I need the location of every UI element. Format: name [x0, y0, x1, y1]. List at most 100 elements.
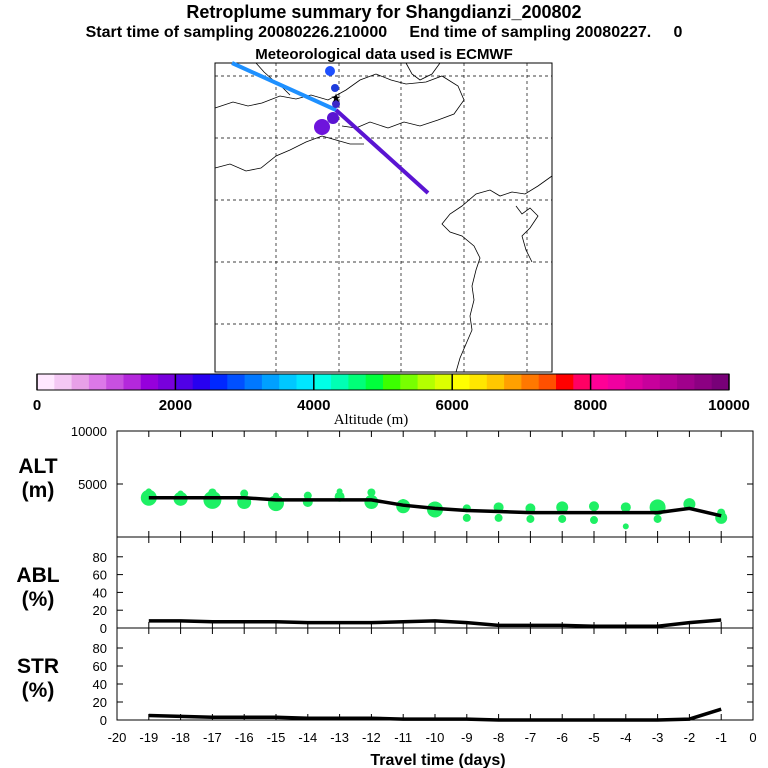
- colorbar-tick-label: 2000: [159, 397, 192, 414]
- time-series-panels: 100005000ALT(m)806040200ABL(%)806040200S…: [16, 424, 756, 768]
- colorbar-swatch: [677, 374, 695, 390]
- y-tick-label: 10000: [71, 424, 107, 439]
- colorbar-swatch: [711, 374, 730, 390]
- map-plume-dot: [332, 100, 340, 108]
- panel-label: ABL: [16, 564, 59, 587]
- y-tick-label: 20: [93, 695, 107, 710]
- colorbar-swatch: [313, 374, 332, 390]
- altitude-point: [336, 488, 343, 495]
- altitude-colorbar: 0 2000 4000 6000 8000 10000: [33, 373, 750, 414]
- colorbar-swatch: [54, 374, 73, 390]
- x-tick-label: 0: [749, 730, 756, 745]
- y-tick-label: 80: [93, 641, 107, 656]
- trajectories: ★: [231, 61, 430, 195]
- altitude-point: [203, 490, 222, 509]
- colorbar-swatch: [625, 374, 643, 390]
- met-data-label: Meteorological data used is ECMWF: [255, 46, 513, 63]
- x-tick-label: -17: [203, 730, 222, 745]
- altitude-point: [558, 514, 567, 523]
- x-tick-label: -4: [620, 730, 632, 745]
- colorbar-swatch: [106, 374, 124, 390]
- series-line-str: [148, 707, 722, 722]
- end-time: End time of sampling 20080227. 0: [409, 24, 683, 41]
- colorbar-swatch: [348, 374, 367, 390]
- colorbar-swatch: [504, 374, 522, 390]
- x-tick-label: -18: [171, 730, 190, 745]
- panel-unit: (%): [22, 679, 55, 702]
- map-gridlines: [215, 63, 552, 372]
- y-tick-label: 60: [93, 659, 107, 674]
- x-tick-label: -6: [556, 730, 568, 745]
- colorbar-swatch: [642, 374, 661, 390]
- colorbar-swatch: [244, 374, 263, 390]
- y-tick-label: 0: [100, 713, 107, 728]
- colorbar-swatch: [158, 374, 176, 390]
- colorbar-swatch: [469, 374, 488, 390]
- trajectory-southeast-branch: [334, 108, 430, 195]
- y-tick-label: 80: [93, 550, 107, 565]
- altitude-point: [240, 489, 249, 498]
- colorbar-swatch: [521, 374, 540, 390]
- colorbar-swatch: [417, 374, 436, 390]
- x-tick-label: -15: [267, 730, 286, 745]
- altitude-point: [556, 501, 569, 514]
- series-line-alt: [148, 496, 722, 518]
- colorbar-tick-label: 8000: [574, 397, 607, 414]
- sampling-times: Start time of sampling 20080226.210000 E…: [0, 24, 768, 42]
- trajectory-northwest-branch: [231, 61, 337, 112]
- y-tick-label: 20: [93, 603, 107, 618]
- altitude-point: [367, 488, 376, 497]
- map-plume-dot: [325, 66, 335, 76]
- x-tick-label: -14: [298, 730, 317, 745]
- altitude-point: [620, 502, 631, 513]
- receptor-marker: ★: [331, 91, 342, 105]
- panel-label: ALT: [18, 455, 57, 478]
- x-tick-label: -7: [525, 730, 537, 745]
- colorbar-swatch: [192, 374, 211, 390]
- x-tick-label: -5: [588, 730, 600, 745]
- colorbar-swatch: [140, 374, 159, 390]
- x-tick-label: -1: [715, 730, 727, 745]
- altitude-point: [303, 491, 312, 500]
- y-tick-label: 40: [93, 677, 107, 692]
- altitude-point: [177, 490, 184, 497]
- colorbar-swatch: [365, 374, 384, 390]
- colorbar-swatch: [210, 374, 228, 390]
- colorbar-tick-label: 10000: [708, 397, 750, 414]
- colorbar-swatch: [659, 374, 678, 390]
- colorbar-swatch: [383, 374, 401, 390]
- panel-unit: (%): [22, 588, 55, 611]
- y-tick-label: 40: [93, 585, 107, 600]
- y-tick-label: 0: [100, 621, 107, 636]
- panel-abl: 80 60 40 20 0 ABL(%): [16, 536, 754, 636]
- x-tick-label: -12: [362, 730, 381, 745]
- x-tick-label: -20: [108, 730, 127, 745]
- map-plume-dot: [314, 119, 330, 135]
- colorbar-swatch: [538, 374, 557, 390]
- colorbar-swatch: [556, 374, 574, 390]
- colorbar-swatch: [331, 374, 349, 390]
- colorbar-swatch: [694, 374, 713, 390]
- colorbar-xlabel: Altitude (m): [334, 412, 409, 428]
- colorbar-swatch: [175, 374, 194, 390]
- x-tick-label: -9: [461, 730, 473, 745]
- y-tick-label: 60: [93, 568, 107, 583]
- panel-alt: 10000 5000 ALT(m): [18, 424, 754, 538]
- colorbar-swatch: [400, 374, 419, 390]
- x-tick-label: -16: [235, 730, 254, 745]
- start-time: Start time of sampling 20080226.210000: [85, 24, 388, 41]
- colorbar-swatch: [590, 374, 609, 390]
- altitude-point: [494, 513, 503, 522]
- altitude-point: [589, 501, 599, 512]
- colorbar-swatch: [452, 374, 470, 390]
- colorbar-swatch: [434, 374, 453, 390]
- panel-label: STR: [17, 655, 59, 678]
- altitude-point: [273, 492, 279, 499]
- x-tick-label: -19: [139, 730, 158, 745]
- colorbar-swatch: [573, 374, 592, 390]
- panel-frame: [116, 536, 754, 629]
- colorbar-tick-label: 6000: [436, 397, 469, 414]
- colorbar-swatch: [607, 374, 626, 390]
- altitude-point: [622, 523, 629, 530]
